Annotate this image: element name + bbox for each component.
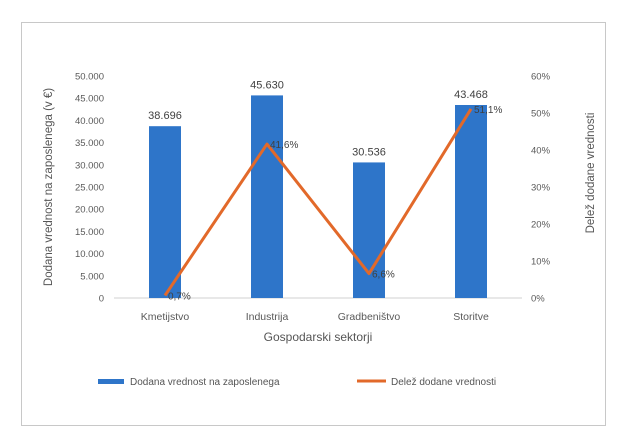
line-value-label: 41,6% (270, 140, 298, 151)
y-tick-label: 45.000 (75, 94, 104, 105)
y2-tick-label: 40% (531, 146, 551, 157)
x-tick-label: Industrija (246, 311, 289, 323)
legend-bar-label: Dodana vrednost na zaposlenega (130, 377, 280, 388)
share-line (163, 108, 473, 297)
y-tick-label: 20.000 (75, 205, 104, 216)
legend: Dodana vrednost na zaposlenega Delež dod… (98, 377, 496, 388)
y2-tick-label: 10% (531, 257, 551, 268)
line-value-label: 0,7% (168, 291, 191, 302)
y-tick-label: 35.000 (75, 138, 104, 149)
y-tick-label: 15.000 (75, 227, 104, 238)
x-tick-label: Storitve (453, 311, 489, 323)
y-axis-title: Dodana vrednost na zaposlenega (v €) (43, 88, 55, 286)
legend-line-label: Delež dodane vrednosti (391, 377, 496, 388)
y-tick-label: 25.000 (75, 183, 104, 194)
y-tick-label: 0 (99, 294, 104, 305)
bar (353, 162, 385, 298)
y-tick-label: 40.000 (75, 116, 104, 127)
bar-value-label: 30.536 (352, 146, 386, 158)
x-axis-title: Gospodarski sektorji (264, 330, 373, 344)
y2-tick-label: 60% (531, 72, 551, 83)
bar (455, 105, 487, 299)
legend-bar-swatch (98, 379, 124, 384)
y-tick-label: 50.000 (75, 72, 104, 83)
y2-tick-label: 0% (531, 294, 545, 305)
x-tick-label: Gradbeništvo (338, 311, 401, 323)
bar-value-label: 38.696 (148, 110, 182, 122)
combo-chart: 0 5.000 10.000 15.000 20.000 25.000 30.000 35.0… (43, 72, 597, 389)
y-tick-label: 5.000 (80, 271, 104, 282)
y2-tick-label: 50% (531, 109, 551, 120)
bar-value-label: 43.468 (454, 89, 488, 101)
y-tick-label: 30.000 (75, 160, 104, 171)
y2-axis-title: Delež dodane vrednosti (585, 113, 597, 234)
bar (251, 95, 283, 298)
y2-tick-label: 20% (531, 220, 551, 231)
line-value-label: 51,1% (474, 105, 502, 116)
line-value-label: 6,6% (372, 270, 395, 281)
x-tick-label: Kmetijstvo (141, 311, 190, 323)
bar (149, 126, 181, 298)
chart-frame: 0 5.000 10.000 15.000 20.000 25.000 30.000 35.0… (21, 22, 606, 426)
y-tick-label: 10.000 (75, 249, 104, 260)
bar-value-label: 45.630 (250, 79, 284, 91)
y2-tick-label: 30% (531, 183, 551, 194)
